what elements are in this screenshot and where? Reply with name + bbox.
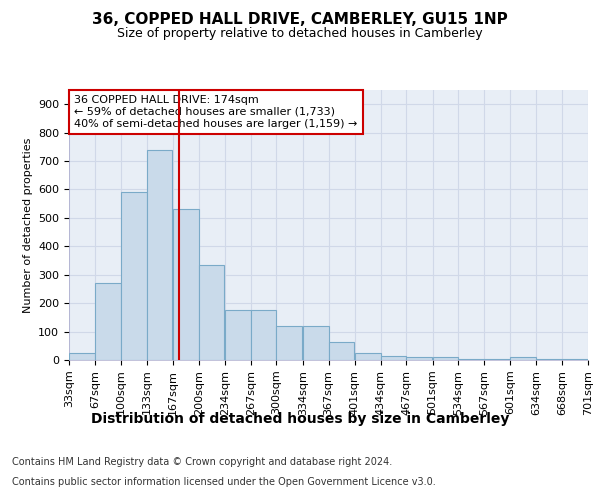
Bar [69, 353, 95, 360]
Bar [277, 326, 302, 360]
Bar [458, 358, 484, 360]
Bar [433, 357, 458, 360]
Text: 36, COPPED HALL DRIVE, CAMBERLEY, GU15 1NP: 36, COPPED HALL DRIVE, CAMBERLEY, GU15 1… [92, 12, 508, 28]
Text: 36 COPPED HALL DRIVE: 174sqm
← 59% of detached houses are smaller (1,733)
40% of: 36 COPPED HALL DRIVE: 174sqm ← 59% of de… [74, 96, 358, 128]
Bar [406, 357, 432, 360]
Bar [251, 310, 277, 360]
Bar [146, 150, 172, 360]
Bar [380, 356, 406, 360]
Y-axis label: Number of detached properties: Number of detached properties [23, 138, 32, 312]
Bar [173, 210, 199, 360]
Text: Distribution of detached houses by size in Camberley: Distribution of detached houses by size … [91, 412, 509, 426]
Text: Contains HM Land Registry data © Crown copyright and database right 2024.: Contains HM Land Registry data © Crown c… [12, 457, 392, 467]
Bar [562, 358, 588, 360]
Bar [511, 357, 536, 360]
Bar [95, 284, 121, 360]
Bar [484, 358, 509, 360]
Bar [536, 358, 562, 360]
Bar [329, 342, 354, 360]
Bar [121, 192, 146, 360]
Bar [225, 310, 251, 360]
Bar [303, 326, 329, 360]
Text: Size of property relative to detached houses in Camberley: Size of property relative to detached ho… [117, 28, 483, 40]
Text: Contains public sector information licensed under the Open Government Licence v3: Contains public sector information licen… [12, 477, 436, 487]
Bar [199, 265, 224, 360]
Bar [355, 353, 380, 360]
